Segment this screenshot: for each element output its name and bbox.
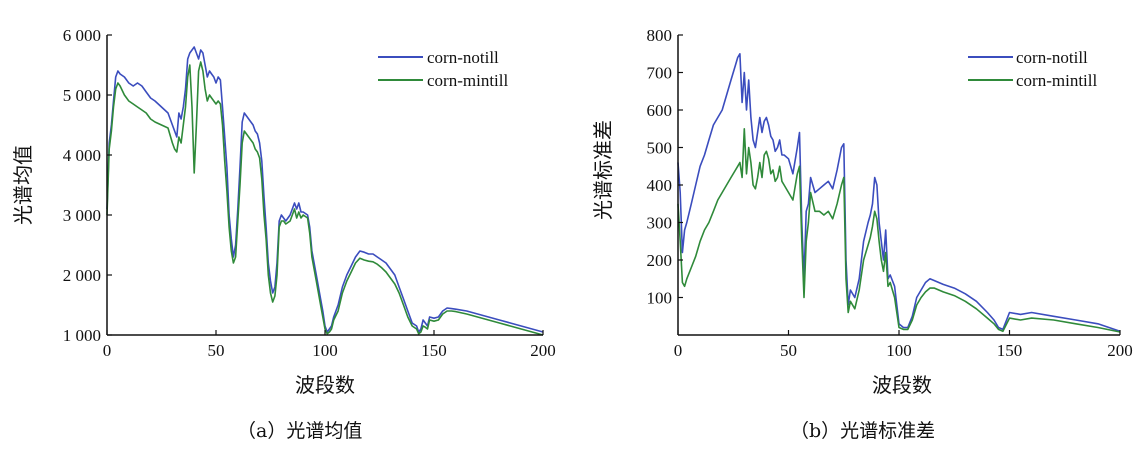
series-line-corn-mintill xyxy=(677,128,1121,333)
x-tick-label: 200 xyxy=(1107,341,1133,360)
y-axis-title: 光谱均值 xyxy=(11,145,35,225)
y-tick-label: 600 xyxy=(647,101,673,120)
x-tick-label: 200 xyxy=(530,341,556,360)
x-tick-label: 150 xyxy=(421,341,447,360)
tick-marks: 1 000 2 000 3 000 4 000 5 000 6 000 0 50 100 150 2… xyxy=(63,26,556,360)
y-tick-label: 3 000 xyxy=(63,206,101,225)
x-tick-label: 100 xyxy=(312,341,338,360)
chart-std: 100 200 300 400 500 600 700 800 0 50 100 150 200 光谱标… xyxy=(591,26,1133,397)
y-tick-label: 2 000 xyxy=(63,266,101,285)
chart-mean: 1 000 2 000 3 000 4 000 5 000 6 000 0 50 100 150 2… xyxy=(11,26,556,397)
x-axis-title: 波段数 xyxy=(295,373,355,397)
series-line-corn-notill xyxy=(106,46,544,333)
y-axis-title: 光谱标准差 xyxy=(591,120,615,220)
legend: corn-notill corn-mintill xyxy=(378,48,508,90)
caption-a: （a）光谱均值 xyxy=(237,420,363,442)
y-tick-label: 5 000 xyxy=(63,86,101,105)
y-tick-label: 400 xyxy=(647,176,673,195)
legend-label-notill: corn-notill xyxy=(1016,48,1088,67)
legend-label-notill: corn-notill xyxy=(427,48,499,67)
series-lines xyxy=(106,46,544,336)
series-lines xyxy=(677,52,1121,333)
tick-marks: 100 200 300 400 500 600 700 800 0 50 100 150 200 xyxy=(647,26,1133,360)
y-tick-label: 700 xyxy=(647,64,673,83)
y-tick-label: 1 000 xyxy=(63,326,101,345)
x-tick-label: 50 xyxy=(208,341,225,360)
x-tick-label: 0 xyxy=(103,341,112,360)
y-tick-label: 500 xyxy=(647,139,673,158)
y-tick-label: 100 xyxy=(647,289,673,308)
y-tick-label: 6 000 xyxy=(63,26,101,45)
x-tick-label: 0 xyxy=(674,341,683,360)
series-line-corn-mintill xyxy=(106,61,544,336)
x-tick-label: 50 xyxy=(780,341,797,360)
x-axis-title: 波段数 xyxy=(872,373,932,397)
y-tick-label: 200 xyxy=(647,251,673,270)
y-tick-label: 800 xyxy=(647,26,673,45)
y-tick-label: 300 xyxy=(647,214,673,233)
x-tick-label: 100 xyxy=(886,341,912,360)
legend-label-mintill: corn-mintill xyxy=(1016,71,1097,90)
legend: corn-notill corn-mintill xyxy=(968,48,1097,90)
caption-b: （b）光谱标准差 xyxy=(790,420,936,442)
legend-label-mintill: corn-mintill xyxy=(427,71,508,90)
series-line-corn-notill xyxy=(677,52,1121,333)
x-tick-label: 150 xyxy=(997,341,1023,360)
y-tick-label: 4 000 xyxy=(63,146,101,165)
